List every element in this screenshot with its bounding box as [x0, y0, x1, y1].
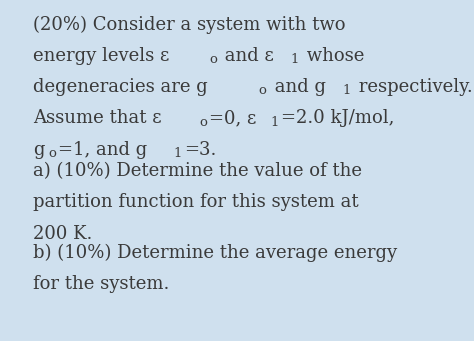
Text: o: o: [48, 147, 56, 160]
Text: o: o: [199, 116, 207, 129]
Text: 1: 1: [271, 116, 279, 129]
Text: =0, ε: =0, ε: [210, 109, 257, 128]
Text: (20%) Consider a system with two: (20%) Consider a system with two: [33, 15, 346, 34]
Text: degeneracies are g: degeneracies are g: [33, 78, 208, 96]
Text: =3.: =3.: [184, 141, 217, 159]
Text: g: g: [33, 141, 45, 159]
Text: and ε: and ε: [219, 47, 274, 65]
Text: b) (10%) Determine the average energy: b) (10%) Determine the average energy: [33, 244, 397, 262]
Text: and g: and g: [269, 78, 326, 96]
Text: 1: 1: [173, 147, 182, 160]
Text: o: o: [209, 53, 217, 66]
Text: o: o: [259, 84, 266, 97]
Text: respectively.: respectively.: [353, 78, 473, 96]
Text: whose: whose: [301, 47, 365, 65]
Text: 200 K.: 200 K.: [33, 225, 92, 243]
Text: for the system.: for the system.: [33, 275, 170, 293]
Text: 1: 1: [342, 84, 351, 97]
Text: 1: 1: [290, 53, 299, 66]
Text: =2.0 kJ/mol,: =2.0 kJ/mol,: [281, 109, 395, 128]
Text: energy levels ε: energy levels ε: [33, 47, 170, 65]
Text: a) (10%) Determine the value of the: a) (10%) Determine the value of the: [33, 162, 362, 180]
Text: partition function for this system at: partition function for this system at: [33, 193, 359, 211]
Text: Assume that ε: Assume that ε: [33, 109, 162, 128]
Text: =1, and g: =1, and g: [58, 141, 147, 159]
